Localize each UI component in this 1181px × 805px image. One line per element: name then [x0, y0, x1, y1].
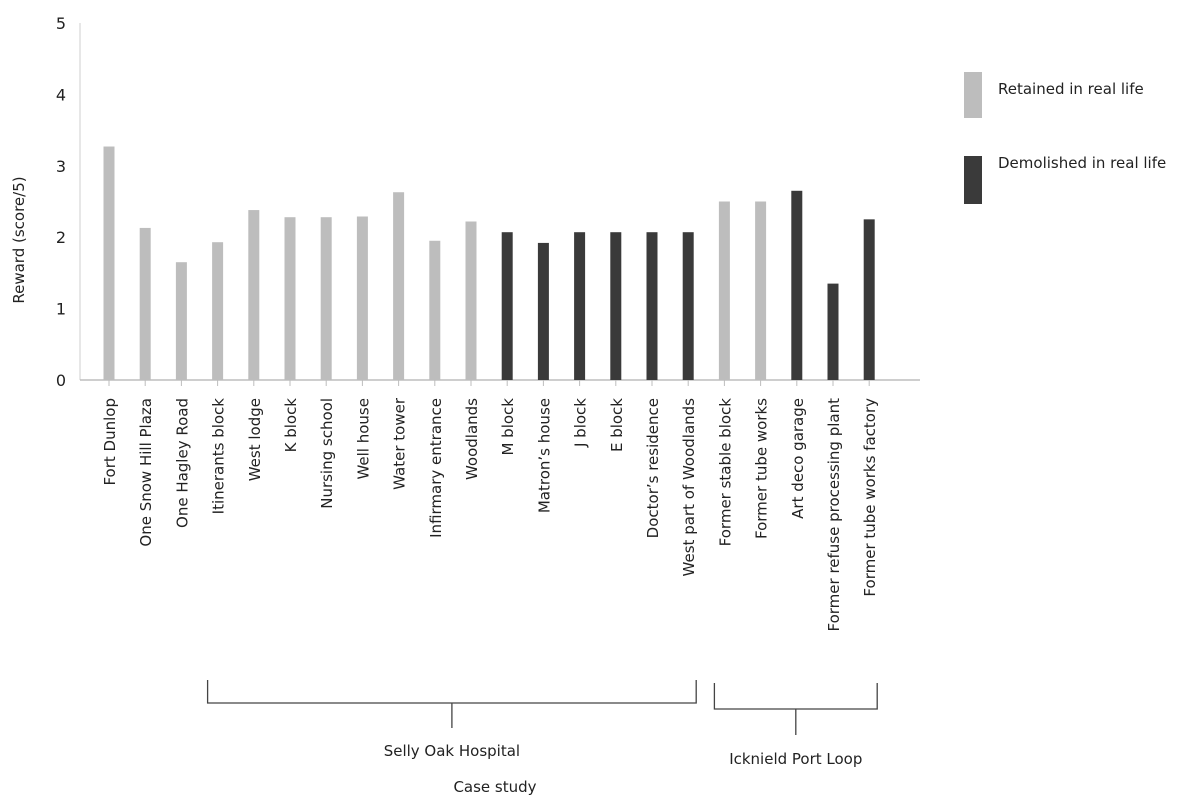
x-tick-label: Matron’s house — [535, 398, 553, 513]
bar — [718, 201, 730, 380]
x-tick-label: Infirmary entrance — [427, 398, 445, 538]
x-tick-label: Former refuse processing plant — [825, 398, 843, 632]
y-tick-labels: 0 1 2 3 4 5 — [56, 14, 66, 390]
bar — [501, 232, 513, 380]
x-tick-label: One Hagley Road — [173, 398, 191, 528]
bar — [212, 242, 224, 380]
bar — [610, 232, 622, 380]
bar — [320, 217, 332, 380]
bar — [175, 262, 187, 380]
x-tick-label: Well house — [354, 398, 372, 480]
group-bracket — [713, 683, 878, 735]
x-tick-label: West lodge — [246, 398, 264, 481]
group-label: Selly Oak Hospital — [383, 742, 521, 760]
bar — [429, 240, 441, 380]
y-tick-label: 3 — [56, 157, 66, 176]
bar — [537, 242, 549, 380]
legend-swatch-retained — [964, 72, 982, 118]
bar — [682, 232, 694, 380]
chart-legend: Retained in real life Demolished in real… — [964, 70, 1174, 250]
x-tick-label: Nursing school — [318, 398, 336, 509]
bar — [465, 221, 477, 380]
y-tick-label: 4 — [56, 85, 66, 104]
x-tick-label: Fort Dunlop — [101, 398, 119, 486]
x-tick-label: M block — [499, 398, 517, 456]
legend-label-demolished: Demolished in real life — [998, 154, 1167, 172]
bar — [755, 201, 767, 380]
x-tick-label: Art deco garage — [789, 398, 807, 519]
x-tick-label: K block — [282, 398, 300, 453]
x-tick-label: West part of Woodlands — [680, 398, 698, 577]
chart-bars — [103, 146, 875, 380]
legend-item-demolished: Demolished in real life — [964, 154, 1174, 250]
x-tick-label: Former tube works — [753, 398, 771, 539]
group-bracket — [206, 680, 697, 728]
x-axis-title: Case study — [453, 778, 537, 796]
bar — [827, 283, 839, 380]
bar — [103, 146, 115, 380]
group-brackets — [206, 680, 878, 735]
y-axis-title-text: Reward (score/5) — [10, 176, 28, 304]
x-tick-label: J block — [572, 398, 590, 448]
x-tick-label: Doctor’s residence — [644, 398, 662, 538]
x-tick-labels: Fort Dunlop One Snow Hill Plaza One Hagley… — [101, 380, 879, 632]
legend-label-retained: Retained in real life — [998, 80, 1144, 98]
x-tick-label: One Snow Hill Plaza — [137, 398, 155, 547]
bar — [791, 190, 803, 380]
bar — [139, 227, 151, 380]
y-axis-title: Reward (score/5) — [4, 176, 34, 303]
y-tick-label: 2 — [56, 228, 66, 247]
bar — [248, 210, 260, 380]
bar — [393, 192, 405, 380]
y-tick-label: 5 — [56, 14, 66, 33]
bar — [284, 217, 296, 380]
bar — [863, 219, 875, 380]
group-label: Icknield Port Loop — [729, 750, 863, 768]
legend-item-retained: Retained in real life — [964, 70, 1174, 160]
y-tick-label: 1 — [56, 300, 66, 319]
bar — [356, 216, 368, 380]
x-tick-label: Itinerants block — [210, 398, 228, 515]
x-tick-label: Woodlands — [463, 398, 481, 480]
bar — [574, 232, 586, 380]
x-tick-label: Former tube works factory — [861, 398, 879, 597]
legend-swatch-demolished — [964, 156, 982, 204]
x-tick-label: Former stable block — [716, 398, 734, 547]
x-tick-label: Water tower — [391, 397, 409, 490]
x-tick-label: E block — [608, 398, 626, 452]
y-tick-label: 0 — [56, 371, 66, 390]
bar — [646, 232, 658, 380]
